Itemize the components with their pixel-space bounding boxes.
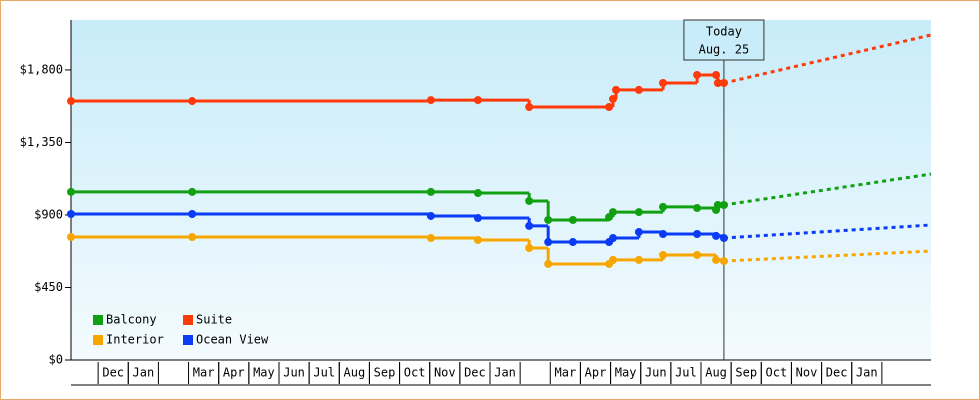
price-point [188, 187, 197, 196]
legend-swatch [183, 315, 193, 325]
price-point [659, 202, 668, 211]
price-point [712, 255, 721, 264]
x-tick-label: Aug [705, 366, 727, 380]
price-point [608, 234, 617, 243]
price-point [719, 79, 728, 88]
legend-label: Balcony [106, 313, 157, 327]
x-tick-label: Apr [585, 366, 607, 380]
price-point [67, 187, 75, 196]
price-point [719, 234, 728, 243]
x-tick-label: Mar [555, 366, 577, 380]
price-point [473, 189, 482, 198]
legend-label: Interior [106, 333, 164, 347]
y-tick-label: $0 [49, 353, 63, 367]
price-point [568, 215, 577, 224]
today-label: Today [706, 25, 742, 39]
price-point [544, 215, 553, 224]
price-point [473, 214, 482, 223]
price-point [605, 103, 614, 112]
price-point [712, 70, 721, 79]
price-point [634, 255, 643, 264]
today-label: Aug. 25 [699, 43, 750, 57]
x-tick-label: Oct [766, 366, 788, 380]
x-tick-label: Nov [796, 366, 818, 380]
price-point [634, 208, 643, 217]
x-tick-label: Dec [102, 366, 124, 380]
forecast-line [723, 172, 932, 207]
price-point [473, 96, 482, 105]
price-point [67, 97, 75, 106]
x-tick-label: Aug [344, 366, 366, 380]
price-point [67, 210, 75, 219]
price-point [693, 70, 702, 79]
price-point [608, 94, 617, 103]
price-point [693, 250, 702, 259]
price-point [426, 96, 435, 105]
y-tick-label: $900 [34, 207, 63, 221]
price-point [188, 210, 197, 219]
price-point [525, 244, 534, 253]
x-tick-label: Jul [313, 366, 335, 380]
y-tick-label: $1,800 [20, 62, 63, 76]
forecast-line [723, 33, 932, 85]
price-point [67, 233, 75, 242]
price-point [608, 208, 617, 217]
price-point [712, 231, 721, 240]
legend-swatch [183, 335, 193, 345]
price-point [188, 233, 197, 242]
x-tick-label: Jun [283, 366, 305, 380]
price-point [713, 79, 722, 88]
x-tick-label: Dec [464, 366, 486, 380]
x-tick-label: Sep [735, 366, 757, 380]
legend-swatch [93, 315, 103, 325]
price-point [634, 85, 643, 94]
price-point [568, 238, 577, 247]
x-tick-label: Oct [404, 366, 426, 380]
price-point [544, 238, 553, 247]
price-point [659, 229, 668, 238]
price-point [659, 250, 668, 259]
price-point [719, 257, 728, 266]
x-tick-label: Jul [675, 366, 697, 380]
forecast-line [723, 249, 932, 263]
price-point [544, 259, 553, 268]
x-tick-label: Apr [223, 366, 245, 380]
x-tick-label: May [253, 366, 275, 380]
x-tick-label: Dec [826, 366, 848, 380]
price-point [525, 221, 534, 230]
y-tick-label: $450 [34, 280, 63, 294]
x-tick-label: Jan [494, 366, 516, 380]
price-point [525, 196, 534, 205]
price-point [426, 187, 435, 196]
legend-label: Suite [196, 313, 232, 327]
plot-area [71, 20, 931, 360]
price-point [634, 228, 643, 237]
price-point [719, 200, 728, 209]
x-tick-label: Jan [133, 366, 155, 380]
x-tick-label: Mar [193, 366, 215, 380]
today-box [683, 19, 765, 61]
price-point [713, 200, 722, 209]
x-tick-label: Sep [374, 366, 396, 380]
y-tick-label: $1,350 [20, 135, 63, 149]
x-tick-label: Nov [434, 366, 456, 380]
price-point [426, 234, 435, 243]
price-point [659, 79, 668, 88]
price-point [426, 211, 435, 220]
price-point [611, 85, 620, 94]
x-tick-label: Jan [856, 366, 878, 380]
x-tick-label: Jun [645, 366, 667, 380]
price-point [525, 103, 534, 112]
price-point [608, 255, 617, 264]
legend-swatch [93, 335, 103, 345]
price-point [693, 229, 702, 238]
price-point [693, 204, 702, 213]
legend-label: Ocean View [196, 333, 269, 347]
x-tick-label: May [615, 366, 637, 380]
price-point [473, 235, 482, 244]
forecast-line [723, 223, 932, 240]
price-point [188, 97, 197, 106]
